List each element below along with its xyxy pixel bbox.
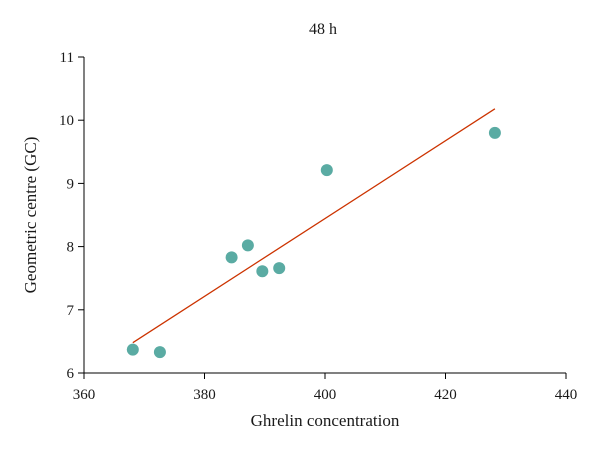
data-point	[225, 251, 238, 264]
y-tick-label: 7	[67, 303, 75, 319]
y-ticks: 6 7 8 9 10 11	[59, 50, 84, 382]
x-tick-label: 400	[314, 387, 337, 403]
y-tick-label: 11	[60, 50, 74, 66]
x-ticks: 360 380 400 420 440	[73, 373, 578, 403]
x-tick-label: 440	[555, 387, 578, 403]
data-point	[126, 343, 139, 356]
data-point	[320, 164, 333, 177]
x-tick-label: 380	[193, 387, 216, 403]
data-point	[273, 262, 286, 275]
x-tick-label: 420	[434, 387, 457, 403]
y-axis-label: Geometric centre (GC)	[21, 137, 40, 294]
data-point	[256, 265, 269, 278]
x-axis-label: Ghrelin concentration	[251, 411, 400, 430]
data-point	[153, 346, 166, 359]
data-points	[126, 126, 501, 359]
y-tick-label: 6	[67, 366, 75, 382]
trend-line	[132, 108, 496, 344]
y-tick-label: 10	[59, 113, 74, 129]
chart-title: 48 h	[309, 21, 337, 38]
x-tick-label: 360	[73, 387, 96, 403]
data-point	[241, 239, 254, 252]
y-tick-label: 8	[67, 240, 75, 256]
data-point	[488, 126, 501, 139]
y-tick-label: 9	[67, 176, 75, 192]
